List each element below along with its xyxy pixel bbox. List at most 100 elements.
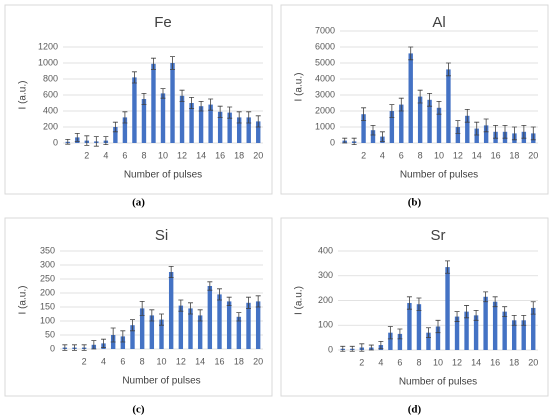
error-bar (483, 118, 489, 133)
error-bar (197, 309, 203, 322)
y-tick-label: 300 (40, 259, 55, 269)
x-tick-label: 4 (380, 150, 385, 160)
bar (113, 127, 118, 143)
x-axis-label: Number of pulses (122, 376, 200, 387)
error-bar (340, 345, 346, 352)
bar (236, 117, 242, 143)
panel-label: (c) (132, 404, 145, 416)
x-axis-label: Number of pulses (400, 170, 478, 181)
error-bar (435, 319, 441, 334)
error-bar (445, 62, 451, 77)
error-bar (379, 131, 385, 142)
y-tick-label: 400 (43, 105, 58, 115)
x-tick-label: 8 (141, 150, 146, 160)
x-tick-label: 6 (120, 356, 125, 366)
error-bar (398, 97, 404, 112)
bar (455, 127, 461, 143)
y-axis-label: I (a.u.) (18, 81, 29, 110)
error-bar (65, 139, 71, 145)
bar (256, 121, 261, 143)
error-bar (178, 299, 184, 312)
bar (427, 99, 432, 143)
error-bar (342, 137, 348, 144)
bar (170, 63, 175, 143)
error-bar (255, 295, 261, 308)
y-tick-label: 0 (330, 137, 335, 147)
error-bar (189, 97, 195, 109)
bar (473, 315, 479, 350)
panel-label: (d) (408, 404, 422, 416)
bar (399, 104, 404, 143)
error-bar (62, 344, 68, 351)
y-tick-label: 6000 (315, 41, 335, 51)
bar (208, 104, 213, 143)
y-tick-label: 7000 (315, 25, 335, 35)
error-bar (159, 313, 164, 326)
x-tick-label: 10 (158, 150, 168, 160)
error-bar (349, 345, 355, 352)
bar (246, 117, 251, 143)
bar (178, 305, 184, 349)
error-bar (427, 93, 433, 107)
x-tick-label: 12 (176, 356, 186, 366)
y-tick-label: 800 (43, 73, 58, 83)
error-bar (397, 328, 403, 340)
error-bar (101, 338, 106, 348)
bar (246, 302, 251, 349)
error-bar (112, 121, 118, 133)
y-tick-label: 100 (40, 315, 55, 325)
error-bar (408, 46, 414, 61)
y-tick-label: 5000 (315, 57, 335, 67)
bar (120, 336, 126, 349)
y-tick-label: 1000 (315, 121, 335, 131)
y-tick-label: 200 (40, 287, 55, 297)
error-bar (207, 281, 213, 291)
error-bar (464, 305, 470, 319)
x-tick-label: 6 (399, 150, 404, 160)
y-tick-label: 150 (40, 301, 55, 311)
error-bar (530, 301, 536, 315)
bar (388, 332, 393, 350)
error-bar (122, 111, 128, 124)
bar (408, 53, 413, 143)
bar (207, 286, 213, 349)
x-tick-label: 20 (528, 150, 538, 160)
error-bar (351, 137, 357, 145)
error-bar (120, 330, 126, 343)
error-bar (511, 126, 517, 141)
bar (511, 320, 517, 350)
bar (149, 315, 155, 349)
x-tick-label: 2 (84, 150, 89, 160)
bar (227, 112, 232, 143)
bar (483, 125, 489, 143)
x-tick-label: 12 (452, 357, 462, 367)
x-tick-label: 10 (156, 356, 166, 366)
x-tick-label: 16 (214, 356, 224, 366)
error-bar (255, 115, 261, 128)
bar (521, 320, 526, 350)
x-tick-label: 14 (472, 150, 482, 160)
bar (236, 316, 242, 349)
x-tick-label: 4 (101, 356, 106, 366)
error-bar (368, 344, 374, 351)
y-tick-label: 200 (318, 295, 333, 305)
x-tick-label: 8 (418, 150, 423, 160)
bar (130, 325, 135, 349)
error-bar (492, 296, 498, 308)
error-bar (179, 89, 185, 102)
y-tick-label: 100 (318, 320, 333, 330)
error-bar (103, 136, 109, 145)
bar (483, 296, 488, 350)
bar (159, 319, 164, 349)
bar (474, 128, 479, 143)
error-bar (198, 101, 204, 112)
bar (361, 114, 366, 143)
x-tick-label: 20 (528, 357, 538, 367)
bar (445, 267, 450, 350)
error-bar (91, 340, 97, 350)
error-bar (416, 297, 422, 311)
y-tick-label: 2000 (315, 105, 335, 115)
bar (198, 106, 204, 143)
bar (179, 95, 185, 143)
